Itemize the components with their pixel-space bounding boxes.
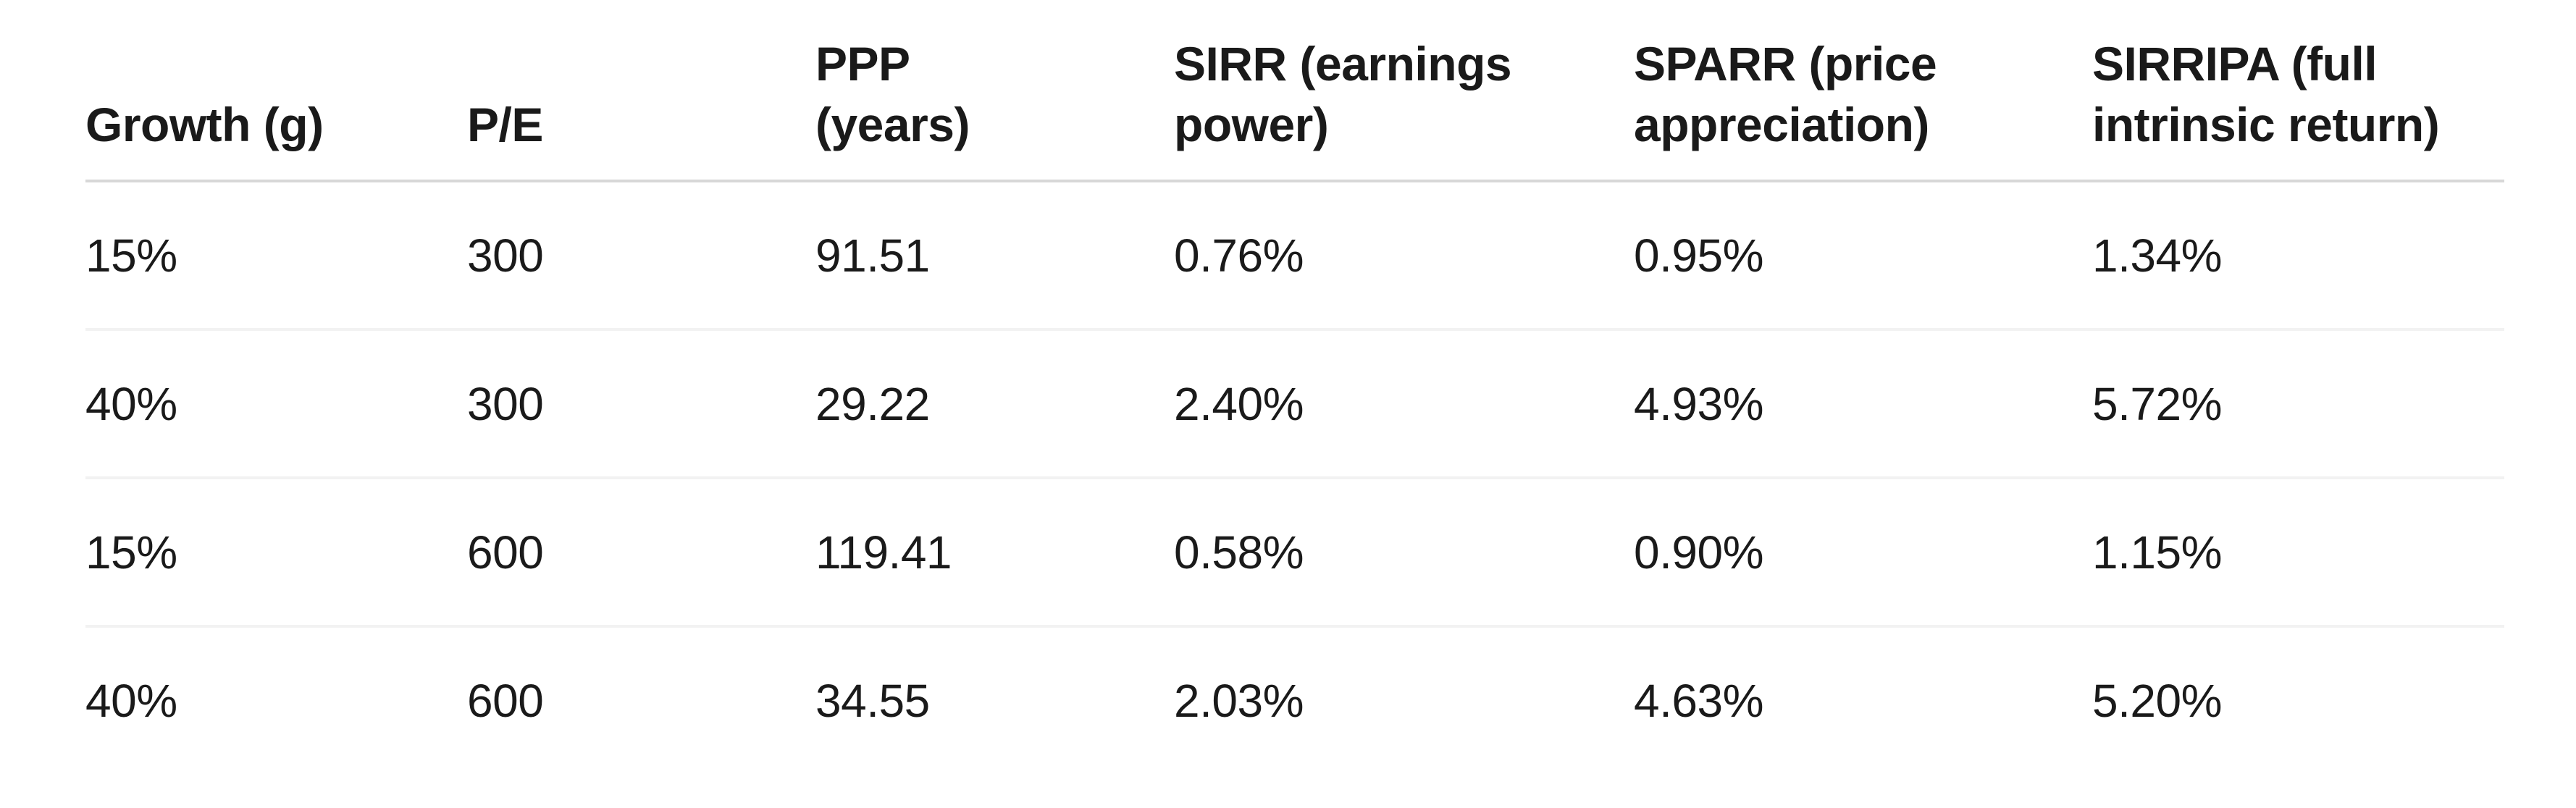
cell-ppp: 29.22 xyxy=(815,329,1174,479)
column-header-ppp: PPP (years) xyxy=(815,0,1174,182)
column-header-sparr: SPARR (price appreciation) xyxy=(1634,0,2092,182)
cell-sirr: 0.58% xyxy=(1174,478,1634,628)
cell-growth: 15% xyxy=(85,181,467,331)
column-header-growth: Growth (g) xyxy=(85,0,467,182)
table-row: 40% 600 34.55 2.03% 4.63% 5.20% xyxy=(85,626,2504,773)
cell-sparr: 4.63% xyxy=(1634,674,1763,727)
table-row: 40% 300 29.22 2.40% 4.93% 5.72% xyxy=(85,329,2504,479)
cell-sirripa: 1.34% xyxy=(2092,181,2504,331)
cell-sirripa: 5.20% xyxy=(2092,674,2222,727)
cell-ppp: 34.55 xyxy=(815,674,930,727)
cell-sparr: 0.90% xyxy=(1634,478,2092,628)
cell-sirr: 2.03% xyxy=(1174,674,1304,727)
table-body: 15% 300 91.51 0.76% 0.95% 1.34% 40% 300 … xyxy=(85,181,2504,773)
cell-sparr: 0.95% xyxy=(1634,181,2092,331)
cell-pe: 600 xyxy=(467,478,815,628)
cell-growth: 40% xyxy=(85,329,467,479)
cell-sirripa: 1.15% xyxy=(2092,478,2504,628)
table-header: Growth (g) P/E PPP (years) SIRR (earning… xyxy=(85,0,2504,182)
column-header-sirr: SIRR (earnings power) xyxy=(1174,0,1634,182)
cell-sparr: 4.93% xyxy=(1634,329,2092,479)
valuation-metrics-table: Growth (g) P/E PPP (years) SIRR (earning… xyxy=(85,0,2504,773)
table-header-row: Growth (g) P/E PPP (years) SIRR (earning… xyxy=(85,0,2504,182)
column-header-sirripa: SIRRIPA (full intrinsic return) xyxy=(2092,0,2504,182)
table-row: 15% 300 91.51 0.76% 0.95% 1.34% xyxy=(85,181,2504,331)
cell-growth: 40% xyxy=(85,674,177,727)
table-row: 15% 600 119.41 0.58% 0.90% 1.15% xyxy=(85,478,2504,628)
cell-pe: 600 xyxy=(467,674,544,727)
column-header-pe: P/E xyxy=(467,0,815,182)
cell-sirr: 0.76% xyxy=(1174,181,1634,331)
cell-ppp: 91.51 xyxy=(815,181,1174,331)
cell-sirripa: 5.72% xyxy=(2092,329,2504,479)
cell-sirr: 2.40% xyxy=(1174,329,1634,479)
cell-pe: 300 xyxy=(467,181,815,331)
cell-ppp: 119.41 xyxy=(815,478,1174,628)
cell-growth: 15% xyxy=(85,478,467,628)
cell-pe: 300 xyxy=(467,329,815,479)
